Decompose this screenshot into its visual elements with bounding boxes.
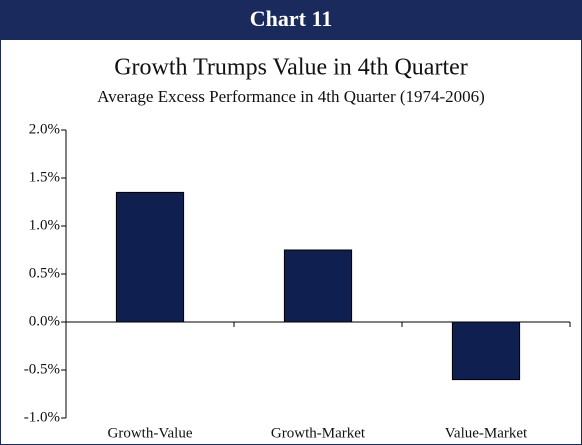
bar (283, 249, 353, 323)
chart-subtitle: Average Excess Performance in 4th Quarte… (97, 87, 485, 106)
x-tick-label: Value-Market (445, 425, 528, 441)
y-tick-label: 1.0% (29, 217, 60, 233)
header-bar (0, 0, 582, 40)
y-tick-label: 0.0% (29, 313, 60, 329)
bar (115, 191, 185, 323)
y-tick-label: -1.0% (24, 409, 60, 425)
chart-title: Growth Trumps Value in 4th Quarter (114, 55, 468, 81)
y-tick-label: 2.0% (29, 121, 60, 137)
y-tick-label: 1.5% (29, 169, 60, 185)
y-tick-label: -0.5% (24, 361, 60, 377)
y-tick-label: 0.5% (29, 265, 60, 281)
header-title: Chart 11 (250, 6, 333, 31)
x-tick-label: Growth-Value (108, 425, 193, 441)
x-tick-label: Growth-Market (271, 425, 366, 441)
bar (451, 321, 521, 381)
